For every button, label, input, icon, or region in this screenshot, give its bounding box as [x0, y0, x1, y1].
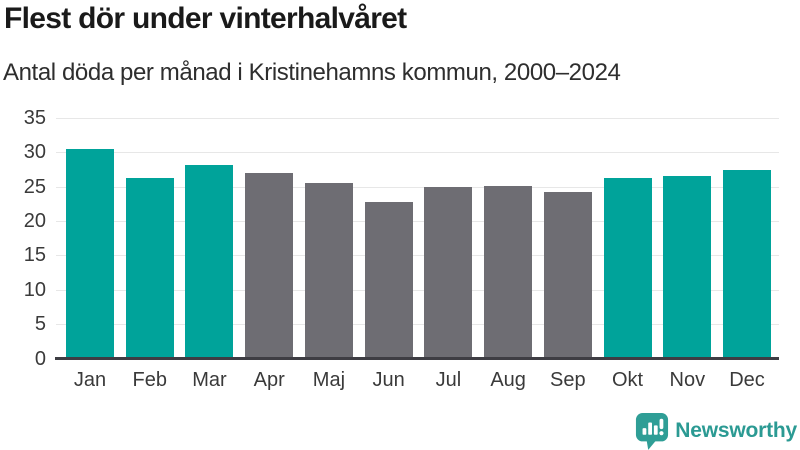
bar-jan	[66, 148, 114, 359]
y-axis-tick-label-25: 25	[23, 175, 46, 198]
x-axis-tick-label-maj: Maj	[312, 369, 346, 391]
brand-name: Newsworthy	[675, 419, 797, 442]
chart-subtitle: Antal döda per månad i Kristinehamns kom…	[3, 59, 621, 86]
x-axis-tick-label-dec: Dec	[729, 369, 765, 391]
gridline-y-10	[56, 289, 779, 291]
y-axis-tick-label-10: 10	[23, 278, 46, 301]
bar-aug	[484, 185, 533, 359]
x-axis-tick-label-mar: Mar	[192, 369, 227, 391]
y-axis-tick-label-15: 15	[23, 244, 46, 267]
bar-sep	[543, 192, 592, 359]
gridline-y-5	[56, 324, 779, 326]
brand-footer: Newsworthy	[635, 412, 797, 450]
bar-feb	[125, 177, 174, 359]
y-axis-tick-label-30: 30	[23, 141, 46, 164]
gridline-y-20	[56, 220, 779, 222]
bar-okt	[603, 177, 652, 359]
bar-mar	[185, 165, 234, 359]
bar-jun	[364, 202, 413, 359]
x-axis-tick-label-apr: Apr	[253, 369, 285, 391]
x-axis-tick-label-nov: Nov	[669, 369, 706, 391]
bar-jul	[424, 186, 473, 359]
bar-dec	[723, 170, 772, 359]
bar-nov	[663, 176, 712, 359]
gridline-y-25	[56, 186, 779, 188]
bar-maj	[304, 183, 353, 359]
x-axis-tick-label-jan: Jan	[73, 369, 107, 391]
x-axis-tick-label-aug: Aug	[490, 369, 526, 391]
x-axis-tick-label-jun: Jun	[372, 369, 405, 391]
chart-title: Flest dör under vinterhalvåret	[4, 2, 407, 35]
gridline-y-15	[56, 255, 779, 257]
bar-apr	[245, 172, 294, 359]
x-axis-tick-label-sep: Sep	[550, 369, 586, 391]
x-axis-tick-label-jul: Jul	[435, 369, 462, 391]
x-axis-line	[55, 357, 779, 360]
newsworthy-logo-icon	[636, 413, 669, 450]
y-axis-tick-label-35: 35	[23, 106, 46, 129]
x-axis-tick-label-feb: Feb	[132, 369, 167, 391]
y-axis-tick-label-5: 5	[34, 313, 46, 336]
y-axis-tick-label-20: 20	[23, 209, 46, 232]
gridline-y-35	[56, 117, 779, 119]
gridline-y-30	[56, 152, 779, 154]
x-axis-tick-label-okt: Okt	[612, 369, 644, 391]
y-axis-tick-label-0: 0	[34, 347, 46, 370]
